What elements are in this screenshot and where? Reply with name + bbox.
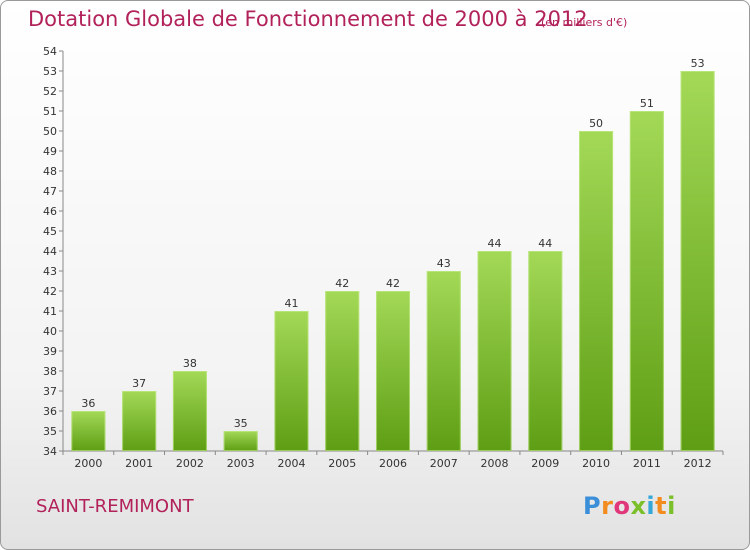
y-tick-label: 42 — [43, 285, 57, 298]
x-tick-label: 2007 — [430, 457, 458, 470]
y-tick-label: 36 — [43, 405, 57, 418]
bar — [426, 271, 461, 451]
bar-highlight — [325, 291, 360, 451]
bar-highlight — [680, 71, 715, 451]
bar-highlight — [376, 291, 410, 451]
bar-highlight — [223, 431, 258, 451]
bar-highlight — [629, 111, 664, 451]
y-tick-label: 49 — [43, 145, 57, 158]
bar-value-label: 43 — [437, 257, 451, 270]
bar-value-label: 44 — [538, 237, 552, 250]
bar-value-label: 53 — [691, 57, 705, 70]
x-tick-label: 2005 — [328, 457, 356, 470]
bar-highlight — [274, 311, 309, 451]
bar — [629, 111, 664, 451]
y-tick-label: 50 — [43, 125, 57, 138]
x-tick-label: 2011 — [633, 457, 661, 470]
x-tick-label: 2000 — [74, 457, 102, 470]
bar-value-label: 51 — [640, 97, 654, 110]
bar-highlight — [477, 251, 512, 451]
y-tick-label: 34 — [43, 445, 57, 458]
bar — [172, 371, 207, 451]
bar — [528, 251, 563, 451]
bar-highlight — [579, 131, 614, 451]
chart-title: Dotation Globale de Fonctionnement de 20… — [28, 7, 588, 31]
y-tick-label: 48 — [43, 165, 57, 178]
bar — [223, 431, 258, 451]
y-tick-label: 45 — [43, 225, 57, 238]
bar — [274, 311, 309, 451]
y-tick-label: 46 — [43, 205, 57, 218]
bar-value-label: 44 — [488, 237, 502, 250]
bar-value-label: 42 — [386, 277, 400, 290]
commune-name: SAINT-REMIMONT — [36, 496, 194, 517]
bar — [71, 411, 106, 451]
x-tick-label: 2008 — [481, 457, 509, 470]
x-tick-label: 2009 — [531, 457, 559, 470]
bar-highlight — [71, 411, 106, 451]
bar — [477, 251, 512, 451]
x-tick-label: 2010 — [582, 457, 610, 470]
bar-value-label: 38 — [183, 357, 197, 370]
y-tick-label: 54 — [43, 45, 57, 58]
y-tick-label: 53 — [43, 65, 57, 78]
bar-value-label: 35 — [234, 417, 248, 430]
bar — [376, 291, 410, 451]
x-tick-label: 2012 — [684, 457, 712, 470]
bar — [680, 71, 715, 451]
bar — [122, 391, 157, 451]
y-tick-label: 51 — [43, 105, 57, 118]
x-tick-label: 2001 — [125, 457, 153, 470]
y-tick-label: 40 — [43, 325, 57, 338]
chart-subtitle: (en milliers d'€) — [541, 16, 628, 29]
bar-highlight — [172, 371, 207, 451]
x-tick-label: 2006 — [379, 457, 407, 470]
proxiti-logo: Proxiti — [583, 492, 676, 520]
bar-value-label: 37 — [132, 377, 146, 390]
y-tick-label: 35 — [43, 425, 57, 438]
bar — [325, 291, 360, 451]
bar-highlight — [528, 251, 563, 451]
x-tick-label: 2002 — [176, 457, 204, 470]
y-tick-label: 37 — [43, 385, 57, 398]
y-tick-label: 38 — [43, 365, 57, 378]
bar-highlight — [426, 271, 461, 451]
x-tick-label: 2003 — [227, 457, 255, 470]
bar — [579, 131, 614, 451]
bar-value-label: 42 — [335, 277, 349, 290]
y-tick-label: 52 — [43, 85, 57, 98]
y-tick-label: 47 — [43, 185, 57, 198]
bar-highlight — [122, 391, 157, 451]
y-tick-label: 41 — [43, 305, 57, 318]
y-tick-label: 43 — [43, 265, 57, 278]
y-tick-label: 44 — [43, 245, 57, 258]
bar-value-label: 36 — [81, 397, 95, 410]
bar-value-label: 50 — [589, 117, 603, 130]
y-tick-label: 39 — [43, 345, 57, 358]
bar-value-label: 41 — [284, 297, 298, 310]
x-tick-label: 2004 — [277, 457, 305, 470]
